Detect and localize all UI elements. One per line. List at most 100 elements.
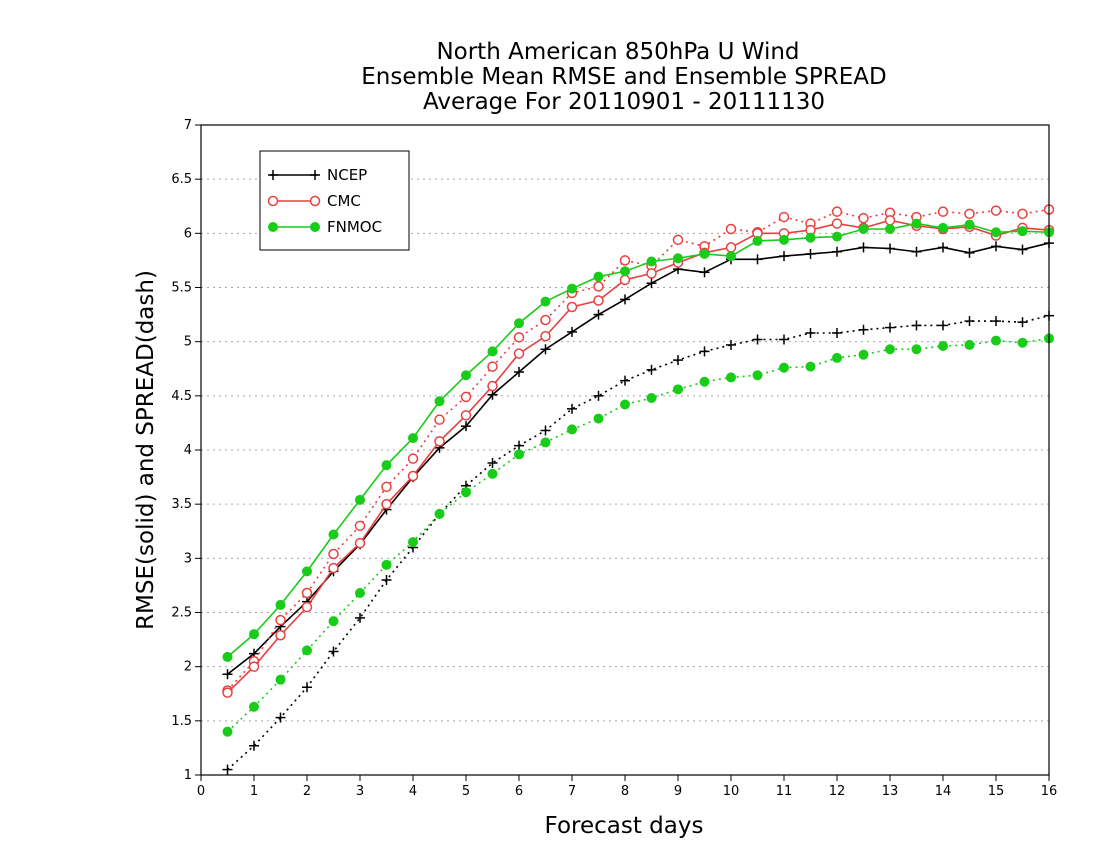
- x-tick-label: 9: [674, 784, 682, 799]
- cmc-rmse-point: [275, 630, 286, 641]
- fnmoc-spread-point: [567, 424, 577, 435]
- fnmoc-spread-point: [461, 487, 471, 498]
- cmc-rmse-point: [328, 562, 339, 574]
- x-tick-label: 0: [197, 784, 205, 799]
- cmc-spread-point: [487, 361, 498, 372]
- cmc-rmse-point: [248, 661, 260, 672]
- ncep-spread-point: [858, 324, 869, 335]
- fnmoc-spread-point: [858, 349, 869, 360]
- ncep-rmse-point: [514, 367, 524, 377]
- x-tick-label: 13: [882, 784, 899, 799]
- fnmoc-rmse-point: [328, 529, 339, 540]
- ncep-spread-point: [381, 575, 392, 585]
- fnmoc-rmse-point: [752, 235, 763, 246]
- fnmoc-rmse-point: [779, 234, 789, 245]
- fnmoc-spread-point: [593, 413, 604, 424]
- x-tick-label: 14: [935, 784, 952, 799]
- ncep-spread-point: [991, 316, 1001, 327]
- ncep-rmse-point: [752, 254, 763, 265]
- ncep-spread-point: [275, 712, 286, 723]
- x-axis-label: Forecast days: [545, 813, 704, 839]
- fnmoc-spread-point: [540, 437, 551, 448]
- ncep-rmse-point: [885, 243, 895, 254]
- ncep-rmse-point: [620, 294, 630, 305]
- fnmoc-rmse-point: [434, 396, 445, 407]
- cmc-rmse-point: [381, 498, 392, 510]
- y-tick-label: 2.5: [171, 606, 192, 621]
- fnmoc-spread-point: [222, 726, 233, 737]
- cmc-rmse-point: [434, 436, 445, 447]
- title-line-1: North American 850hPa U Wind: [436, 39, 799, 65]
- ncep-spread-point: [885, 322, 895, 333]
- fnmoc-rmse-point: [302, 566, 312, 577]
- legend-label: CMC: [327, 192, 361, 210]
- ncep-rmse-point: [699, 267, 710, 278]
- ncep-spread-point: [673, 355, 683, 366]
- fnmoc-spread-point: [938, 341, 948, 351]
- ncep-spread-point: [487, 458, 498, 468]
- ncep-rmse-point: [779, 251, 789, 262]
- cmc-spread-point: [593, 281, 604, 292]
- x-tick-label: 10: [723, 784, 740, 799]
- fnmoc-rmse-point: [249, 629, 259, 640]
- y-tick-label: 3.5: [171, 497, 192, 512]
- ncep-rmse-point: [487, 389, 498, 400]
- ncep-rmse-point: [222, 669, 233, 680]
- cmc-spread-point: [1017, 208, 1028, 220]
- y-tick-label: 7: [184, 118, 192, 133]
- fnmoc-rmse-point: [567, 283, 577, 294]
- cmc-spread-point: [672, 234, 684, 246]
- y-axis-ticks: 1 1.5 2 2.5 3 3.5 4 4.5 5 5.5 6 6.5 7: [171, 118, 201, 783]
- y-tick-label: 4.5: [171, 389, 192, 404]
- ncep-spread-point: [752, 334, 763, 345]
- fnmoc-rmse-point: [911, 218, 922, 229]
- fnmoc-rmse-point: [726, 251, 736, 262]
- ncep-spread-point: [222, 764, 233, 775]
- ncep-spread-point: [832, 328, 842, 338]
- fnmoc-rmse-point: [646, 256, 657, 267]
- ncep-spread-point: [593, 390, 604, 401]
- fnmoc-rmse-point: [540, 296, 551, 307]
- cmc-rmse-point: [487, 380, 498, 392]
- cmc-spread-point: [778, 211, 790, 223]
- cmc-spread-point: [460, 391, 472, 403]
- fnmoc-rmse-point: [964, 219, 975, 230]
- cmc-spread-point: [381, 481, 392, 493]
- fnmoc-spread-point: [805, 361, 816, 372]
- cmc-rmse-series: [222, 215, 1055, 698]
- ncep-rmse-point: [805, 248, 816, 259]
- y-axis-label: RMSE(solid) and SPREAD(dash): [133, 270, 159, 630]
- ncep-spread-point: [620, 375, 630, 386]
- fnmoc-rmse-point: [275, 599, 286, 610]
- fnmoc-spread-point: [355, 588, 365, 598]
- legend-label: NCEP: [327, 166, 367, 184]
- ncep-rmse-series: [222, 238, 1054, 680]
- cmc-rmse-point: [407, 470, 419, 482]
- fnmoc-spread-point: [673, 384, 683, 395]
- fnmoc-rmse-point: [408, 433, 418, 444]
- ncep-rmse-point: [461, 421, 471, 432]
- fnmoc-spread-point: [646, 393, 657, 403]
- ncep-rmse-point: [911, 246, 922, 257]
- fnmoc-spread-point: [911, 344, 922, 355]
- ncep-rmse-point: [567, 326, 577, 337]
- fnmoc-rmse-series: [222, 218, 1054, 662]
- fnmoc-spread-point: [832, 352, 842, 363]
- cmc-spread-point: [354, 520, 366, 532]
- ncep-spread-point: [302, 682, 312, 693]
- cmc-spread-point: [434, 414, 445, 425]
- legend-marker: [267, 195, 279, 207]
- legend-item-cmc: CMC: [267, 192, 361, 210]
- fnmoc-spread-point: [620, 399, 630, 410]
- ncep-spread-point: [699, 346, 710, 357]
- fnmoc-rmse-point: [991, 227, 1001, 238]
- fnmoc-rmse-point: [381, 460, 392, 471]
- x-tick-label: 12: [829, 784, 846, 799]
- cmc-spread-point: [964, 208, 975, 220]
- fnmoc-rmse-point: [858, 224, 869, 234]
- cmc-spread-point: [513, 332, 525, 343]
- cmc-spread-point: [858, 212, 869, 224]
- ncep-spread-line: [226, 314, 1050, 771]
- ncep-spread-point: [646, 364, 657, 375]
- fnmoc-rmse-point: [222, 651, 233, 662]
